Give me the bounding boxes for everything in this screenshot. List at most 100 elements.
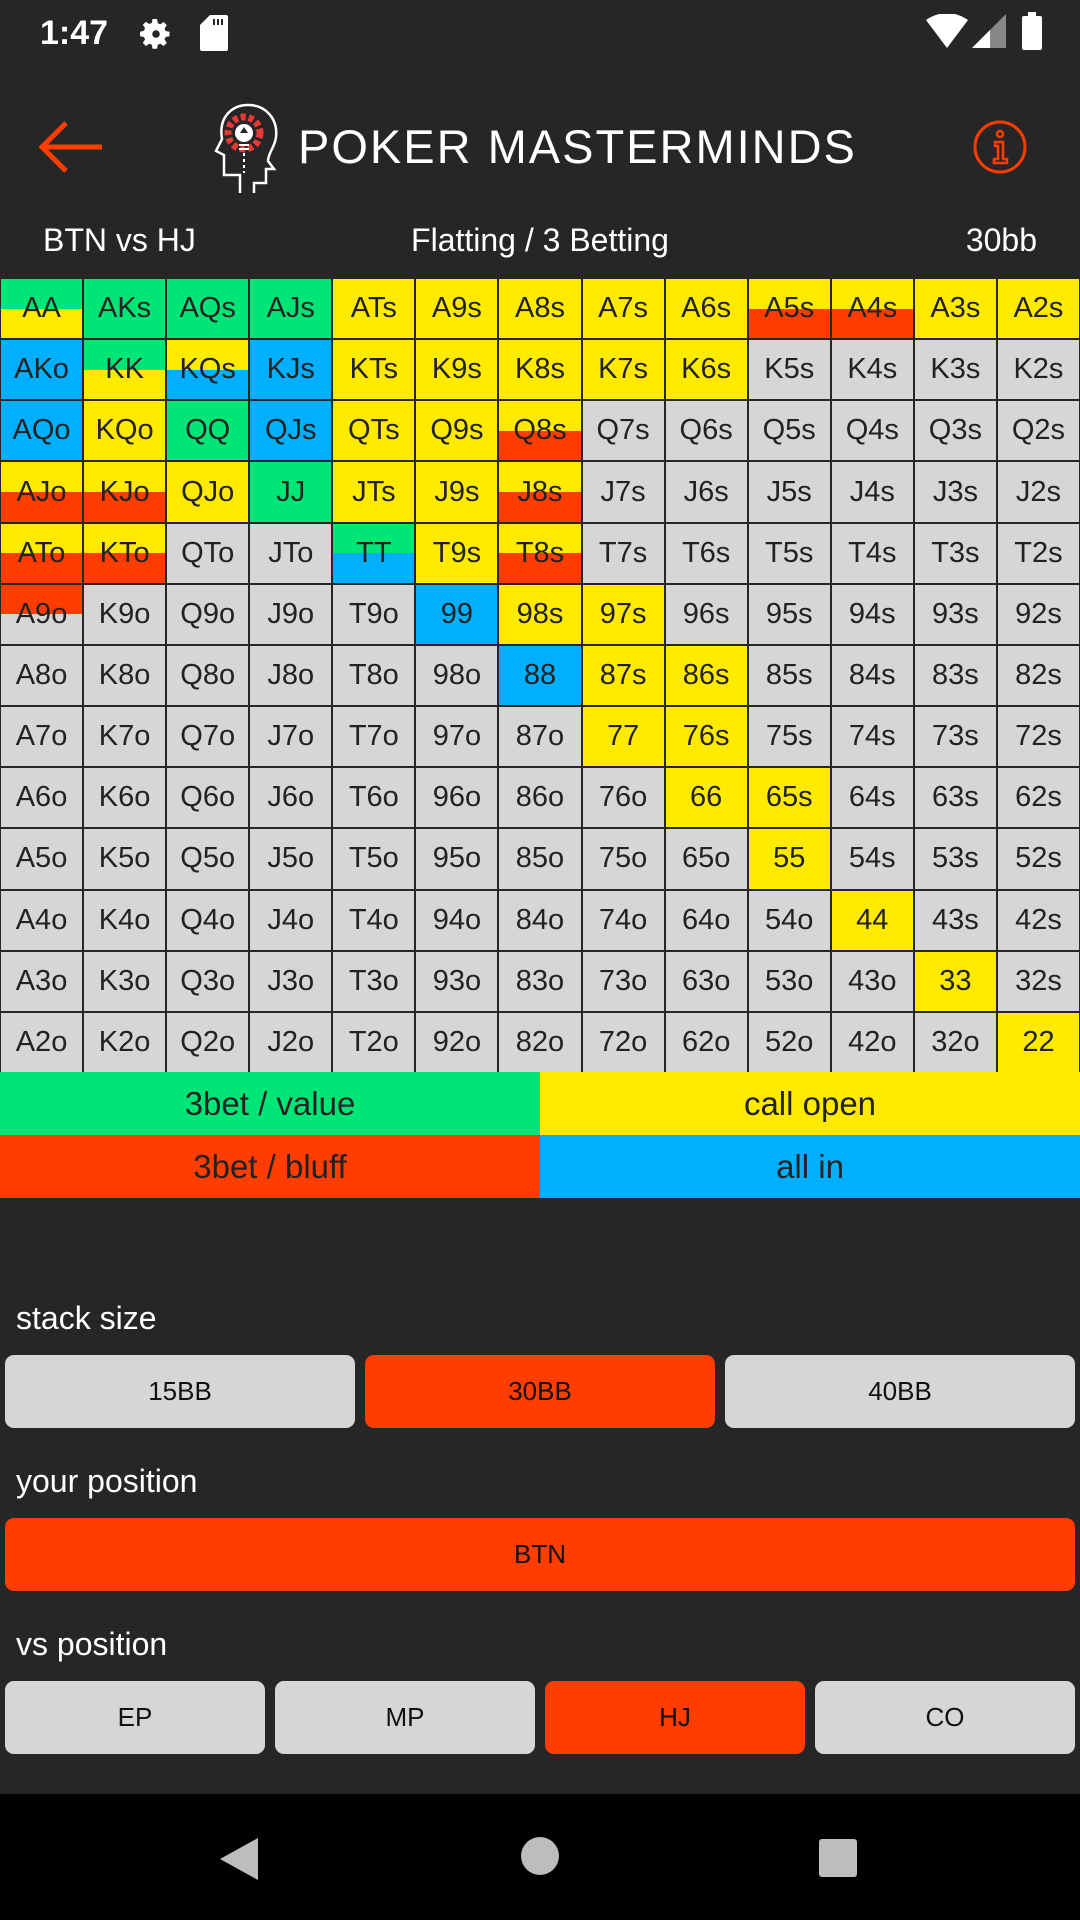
hand-cell-J8o[interactable]: J8o bbox=[250, 645, 332, 706]
hand-cell-J9s[interactable]: J9s bbox=[416, 462, 498, 522]
hand-cell-95s[interactable]: 95s bbox=[748, 584, 830, 644]
hand-cell-94o[interactable]: 94o bbox=[416, 890, 498, 950]
hand-cell-J2o[interactable]: J2o bbox=[250, 1012, 332, 1072]
hand-cell-T9o[interactable]: T9o bbox=[333, 584, 415, 644]
position-button-btn[interactable]: BTN bbox=[5, 1518, 1075, 1591]
hand-cell-53s[interactable]: 53s bbox=[914, 829, 996, 889]
hand-cell-54o[interactable]: 54o bbox=[748, 890, 830, 950]
hand-cell-J6o[interactable]: J6o bbox=[250, 768, 332, 828]
hand-cell-Q7s[interactable]: Q7s bbox=[582, 401, 664, 461]
hand-cell-QTo[interactable]: QTo bbox=[167, 523, 249, 583]
hand-cell-T9s[interactable]: T9s bbox=[416, 523, 498, 583]
hand-cell-82s[interactable]: 82s bbox=[997, 645, 1079, 706]
hand-cell-J2s[interactable]: J2s bbox=[997, 462, 1079, 522]
hand-cell-AQo[interactable]: AQo bbox=[1, 401, 83, 461]
hand-cell-Q2s[interactable]: Q2s bbox=[997, 401, 1079, 461]
hand-cell-J8s[interactable]: J8s bbox=[499, 462, 581, 522]
hand-cell-97o[interactable]: 97o bbox=[416, 707, 498, 767]
hand-cell-85s[interactable]: 85s bbox=[748, 645, 830, 706]
hand-cell-QJo[interactable]: QJo bbox=[167, 462, 249, 522]
hand-cell-99[interactable]: 99 bbox=[416, 584, 498, 644]
hand-cell-76o[interactable]: 76o bbox=[582, 768, 664, 828]
hand-cell-T5s[interactable]: T5s bbox=[748, 523, 830, 583]
hand-cell-62s[interactable]: 62s bbox=[997, 768, 1079, 828]
hand-cell-Q2o[interactable]: Q2o bbox=[167, 1012, 249, 1072]
hand-cell-44[interactable]: 44 bbox=[831, 890, 913, 950]
hand-cell-A4o[interactable]: A4o bbox=[1, 890, 83, 950]
hand-cell-K2o[interactable]: K2o bbox=[84, 1012, 166, 1072]
hand-cell-J7s[interactable]: J7s bbox=[582, 462, 664, 522]
hand-cell-43o[interactable]: 43o bbox=[831, 951, 913, 1011]
hand-cell-98o[interactable]: 98o bbox=[416, 645, 498, 706]
hand-cell-92s[interactable]: 92s bbox=[997, 584, 1079, 644]
hand-cell-T3s[interactable]: T3s bbox=[914, 523, 996, 583]
hand-cell-65s[interactable]: 65s bbox=[748, 768, 830, 828]
hand-cell-Q3s[interactable]: Q3s bbox=[914, 401, 996, 461]
hand-cell-55[interactable]: 55 bbox=[748, 829, 830, 889]
hand-cell-J4o[interactable]: J4o bbox=[250, 890, 332, 950]
hand-cell-93o[interactable]: 93o bbox=[416, 951, 498, 1011]
hand-cell-T6o[interactable]: T6o bbox=[333, 768, 415, 828]
hand-cell-Q4s[interactable]: Q4s bbox=[831, 401, 913, 461]
hand-cell-75s[interactable]: 75s bbox=[748, 707, 830, 767]
vs-button-ep[interactable]: EP bbox=[5, 1681, 265, 1754]
hand-cell-75o[interactable]: 75o bbox=[582, 829, 664, 889]
hand-cell-ATo[interactable]: ATo bbox=[1, 523, 83, 583]
home-circle-icon[interactable] bbox=[520, 1836, 560, 1876]
hand-cell-T5o[interactable]: T5o bbox=[333, 829, 415, 889]
hand-cell-A9s[interactable]: A9s bbox=[416, 279, 498, 339]
back-triangle-icon[interactable] bbox=[218, 1836, 260, 1882]
vs-button-co[interactable]: CO bbox=[815, 1681, 1075, 1754]
hand-cell-KQs[interactable]: KQs bbox=[167, 340, 249, 400]
hand-cell-K3s[interactable]: K3s bbox=[914, 340, 996, 400]
hand-cell-QTs[interactable]: QTs bbox=[333, 401, 415, 461]
hand-cell-Q7o[interactable]: Q7o bbox=[167, 707, 249, 767]
hand-cell-J4s[interactable]: J4s bbox=[831, 462, 913, 522]
hand-cell-K7s[interactable]: K7s bbox=[582, 340, 664, 400]
hand-cell-32s[interactable]: 32s bbox=[997, 951, 1079, 1011]
hand-cell-A5o[interactable]: A5o bbox=[1, 829, 83, 889]
hand-cell-22[interactable]: 22 bbox=[997, 1012, 1079, 1072]
hand-cell-98s[interactable]: 98s bbox=[499, 584, 581, 644]
hand-cell-AQs[interactable]: AQs bbox=[167, 279, 249, 339]
hand-cell-KTo[interactable]: KTo bbox=[84, 523, 166, 583]
hand-cell-A8o[interactable]: A8o bbox=[1, 645, 83, 706]
hand-cell-T8o[interactable]: T8o bbox=[333, 645, 415, 706]
hand-cell-Q9s[interactable]: Q9s bbox=[416, 401, 498, 461]
hand-cell-Q5s[interactable]: Q5s bbox=[748, 401, 830, 461]
hand-cell-94s[interactable]: 94s bbox=[831, 584, 913, 644]
hand-cell-T4s[interactable]: T4s bbox=[831, 523, 913, 583]
hand-cell-KK[interactable]: KK bbox=[84, 340, 166, 400]
hand-cell-KTs[interactable]: KTs bbox=[333, 340, 415, 400]
hand-cell-96o[interactable]: 96o bbox=[416, 768, 498, 828]
hand-cell-72s[interactable]: 72s bbox=[997, 707, 1079, 767]
recents-square-icon[interactable] bbox=[818, 1838, 858, 1878]
hand-cell-54s[interactable]: 54s bbox=[831, 829, 913, 889]
hand-cell-64o[interactable]: 64o bbox=[665, 890, 747, 950]
hand-cell-K8s[interactable]: K8s bbox=[499, 340, 581, 400]
hand-cell-86s[interactable]: 86s bbox=[665, 645, 747, 706]
hand-cell-72o[interactable]: 72o bbox=[582, 1012, 664, 1072]
hand-cell-74s[interactable]: 74s bbox=[831, 707, 913, 767]
hand-cell-63s[interactable]: 63s bbox=[914, 768, 996, 828]
hand-cell-K2s[interactable]: K2s bbox=[997, 340, 1079, 400]
hand-cell-42s[interactable]: 42s bbox=[997, 890, 1079, 950]
hand-cell-K9o[interactable]: K9o bbox=[84, 584, 166, 644]
hand-cell-K9s[interactable]: K9s bbox=[416, 340, 498, 400]
hand-cell-J9o[interactable]: J9o bbox=[250, 584, 332, 644]
hand-cell-Q5o[interactable]: Q5o bbox=[167, 829, 249, 889]
hand-cell-JTo[interactable]: JTo bbox=[250, 523, 332, 583]
hand-cell-K6o[interactable]: K6o bbox=[84, 768, 166, 828]
stack-button-30bb[interactable]: 30BB bbox=[365, 1355, 715, 1428]
hand-cell-Q9o[interactable]: Q9o bbox=[167, 584, 249, 644]
hand-cell-42o[interactable]: 42o bbox=[831, 1012, 913, 1072]
hand-cell-96s[interactable]: 96s bbox=[665, 584, 747, 644]
hand-cell-K7o[interactable]: K7o bbox=[84, 707, 166, 767]
hand-cell-JTs[interactable]: JTs bbox=[333, 462, 415, 522]
hand-cell-83o[interactable]: 83o bbox=[499, 951, 581, 1011]
info-icon[interactable] bbox=[972, 119, 1028, 175]
hand-cell-43s[interactable]: 43s bbox=[914, 890, 996, 950]
hand-cell-93s[interactable]: 93s bbox=[914, 584, 996, 644]
hand-cell-52o[interactable]: 52o bbox=[748, 1012, 830, 1072]
hand-cell-63o[interactable]: 63o bbox=[665, 951, 747, 1011]
